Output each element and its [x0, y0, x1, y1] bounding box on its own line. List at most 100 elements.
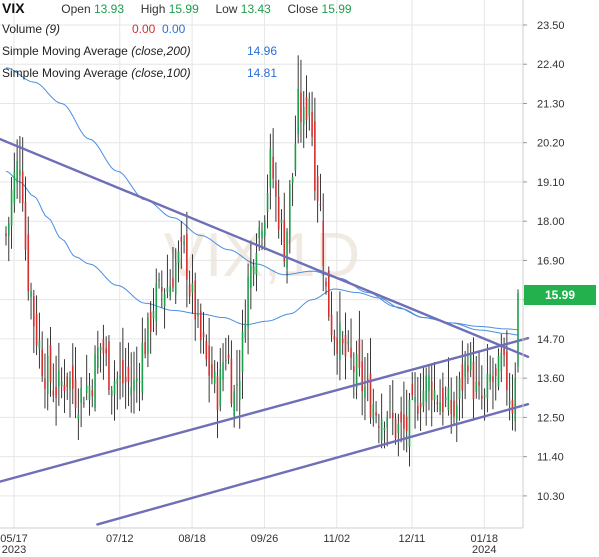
price-tick-label: 10.30	[537, 491, 565, 503]
candle-body	[219, 368, 222, 407]
candle-body	[344, 334, 347, 357]
candle-body	[503, 344, 505, 356]
trendline[interactable]	[96, 403, 530, 526]
price-tick-label: 19.10	[537, 177, 565, 189]
candle-body	[149, 312, 152, 332]
candle-body	[336, 337, 338, 354]
sma-200-line	[5, 67, 519, 331]
candle-body	[339, 323, 341, 361]
candle-body	[341, 338, 344, 344]
candle-body	[247, 276, 249, 328]
low-label: Low	[215, 2, 238, 16]
candle-body	[244, 322, 247, 338]
candle-body	[202, 332, 205, 338]
trendline[interactable]	[0, 137, 530, 358]
candle-body	[49, 345, 52, 383]
candle-body	[138, 381, 141, 383]
sma-100-value: 14.81	[247, 66, 278, 80]
time-tick-year: 2024	[472, 544, 496, 556]
candle-body	[141, 342, 144, 393]
sma-200-label: Simple Moving Average	[2, 44, 128, 58]
candle-body	[300, 92, 302, 122]
candle-body	[419, 402, 422, 408]
candle-body	[135, 378, 138, 382]
candle-body	[511, 399, 514, 414]
candle-body	[71, 365, 74, 389]
volume-value-1: 0.00	[132, 22, 156, 36]
candle-body	[69, 377, 71, 390]
sma-200-legend[interactable]: Simple Moving Average (close,200)	[2, 44, 191, 58]
candle-body	[514, 377, 517, 422]
candle-body	[97, 347, 99, 368]
candle-body	[506, 351, 508, 390]
candle-body	[119, 374, 121, 379]
candle-body	[286, 231, 288, 269]
price-tick-label: 23.50	[537, 20, 565, 32]
candle-body	[405, 416, 408, 432]
candle-body	[464, 360, 466, 377]
last-price-badge-text: 15.99	[545, 288, 575, 302]
candle-body	[55, 386, 57, 398]
candle-body	[486, 373, 489, 399]
close-value: 15.99	[321, 2, 352, 16]
candle-body	[186, 234, 188, 280]
candle-body	[411, 384, 414, 396]
candle-body	[258, 226, 261, 239]
candle-body	[133, 379, 135, 391]
candle-body	[433, 390, 436, 400]
candle-body	[194, 280, 197, 320]
candle-body	[116, 378, 119, 384]
candle-body	[391, 412, 394, 419]
candle-body	[347, 341, 350, 344]
close-label: Close	[287, 2, 319, 16]
candle-body	[216, 376, 219, 411]
candle-body	[241, 331, 244, 373]
candle-body	[361, 361, 363, 392]
ticker-symbol[interactable]: VIX	[2, 0, 25, 16]
candle-body	[469, 355, 472, 370]
candle-body	[447, 387, 450, 411]
candle-body	[52, 390, 55, 396]
candle-body	[174, 262, 177, 295]
candle-body	[255, 252, 258, 275]
low-value: 13.43	[240, 2, 271, 16]
candle-body	[400, 411, 402, 423]
candle-body	[397, 423, 400, 434]
candle-body	[277, 196, 280, 230]
candle-body	[297, 88, 299, 135]
candle-body	[211, 364, 213, 379]
candle-body	[261, 230, 263, 239]
sma-100-legend[interactable]: Simple Moving Average (close,100)	[2, 66, 191, 80]
candle-body	[430, 381, 433, 401]
candle-body	[230, 358, 233, 404]
volume-value-2: 0.00	[162, 22, 186, 36]
open-value: 13.93	[93, 2, 124, 16]
candle-body	[383, 428, 386, 431]
trendlines[interactable]	[0, 137, 530, 526]
candle-body	[113, 381, 116, 395]
price-axis[interactable]: 23.5022.4021.3020.2019.1018.0016.9015.80…	[522, 0, 565, 528]
candle-body	[7, 222, 10, 236]
trendline[interactable]	[0, 337, 530, 483]
candle-body	[188, 284, 191, 297]
volume-legend[interactable]: Volume (9)	[2, 22, 60, 36]
candle-body	[74, 379, 77, 408]
candle-body	[444, 396, 447, 400]
candle-body	[102, 339, 105, 353]
candle-body	[275, 180, 277, 197]
candle-body	[280, 219, 283, 224]
price-tick-label: 16.90	[537, 255, 565, 267]
price-tick-label: 21.30	[537, 98, 565, 110]
candle-body	[44, 378, 46, 389]
candle-body	[91, 390, 94, 397]
candle-body	[41, 349, 43, 377]
candle-body	[10, 189, 13, 226]
candles	[5, 55, 519, 467]
candle-body	[425, 375, 427, 402]
price-tick-label: 22.40	[537, 59, 565, 71]
time-tick-year: 2023	[2, 544, 26, 556]
candle-body	[450, 399, 453, 415]
time-tick-label: 05/17	[0, 533, 28, 545]
